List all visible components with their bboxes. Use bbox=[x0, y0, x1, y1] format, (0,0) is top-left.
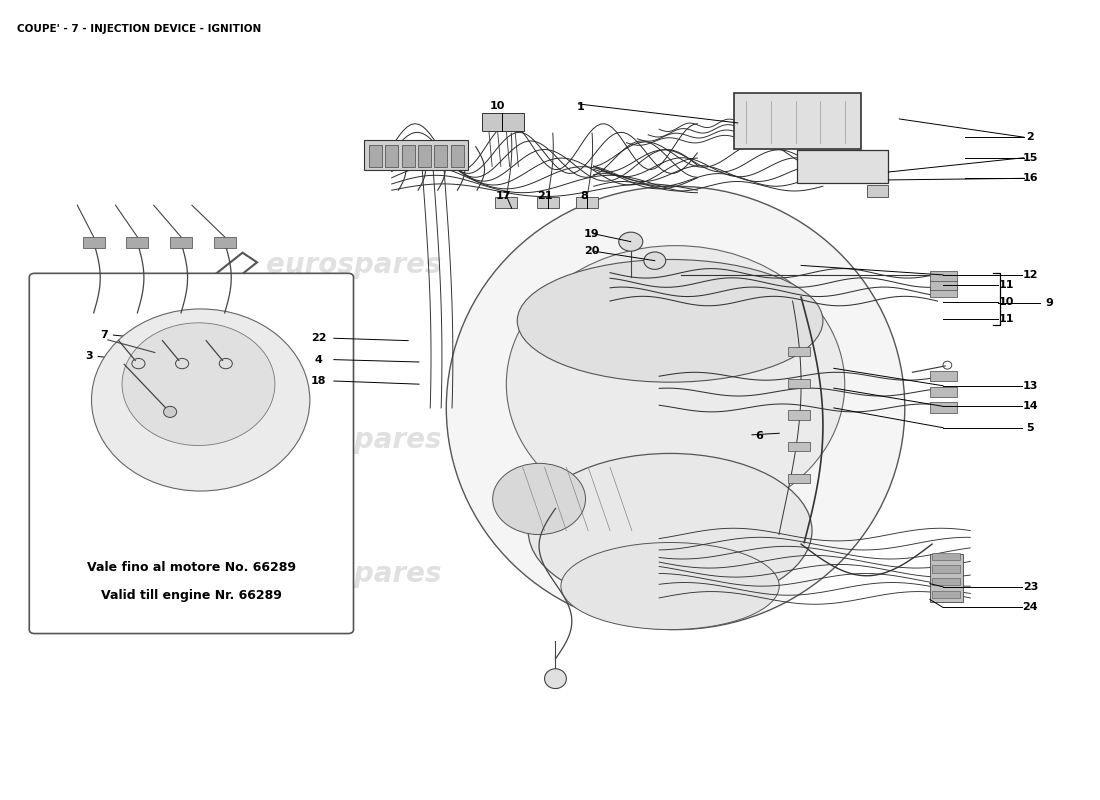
Text: 18: 18 bbox=[311, 376, 327, 386]
Text: 7: 7 bbox=[101, 330, 109, 340]
FancyBboxPatch shape bbox=[796, 150, 889, 183]
Ellipse shape bbox=[122, 323, 275, 446]
Bar bbox=[788, 378, 810, 388]
Text: COUPE' - 7 - INJECTION DEVICE - IGNITION: COUPE' - 7 - INJECTION DEVICE - IGNITION bbox=[18, 24, 262, 34]
Bar bbox=[364, 140, 469, 170]
Text: 24: 24 bbox=[1023, 602, 1038, 613]
Bar bbox=[930, 554, 962, 602]
Bar bbox=[576, 197, 598, 209]
Bar bbox=[788, 410, 810, 420]
Text: 1: 1 bbox=[576, 102, 584, 112]
Bar bbox=[495, 197, 517, 209]
Bar bbox=[451, 145, 464, 167]
Ellipse shape bbox=[544, 669, 566, 689]
Bar bbox=[788, 347, 810, 357]
Bar bbox=[930, 271, 957, 282]
Text: 14: 14 bbox=[1023, 402, 1038, 411]
Text: eurospares: eurospares bbox=[266, 426, 441, 454]
Text: 8: 8 bbox=[580, 190, 587, 201]
Text: 20: 20 bbox=[584, 246, 600, 256]
Bar bbox=[368, 145, 382, 167]
Text: 3: 3 bbox=[86, 351, 94, 362]
Bar bbox=[932, 553, 960, 560]
Text: Valid till engine Nr. 66289: Valid till engine Nr. 66289 bbox=[101, 589, 282, 602]
Ellipse shape bbox=[517, 259, 823, 382]
Text: eurospares: eurospares bbox=[266, 251, 441, 279]
Text: 22: 22 bbox=[311, 334, 327, 343]
Ellipse shape bbox=[561, 542, 779, 630]
Bar bbox=[788, 474, 810, 483]
Bar bbox=[126, 237, 148, 248]
Text: Vale fino al motore No. 66289: Vale fino al motore No. 66289 bbox=[87, 561, 296, 574]
Bar bbox=[537, 197, 559, 209]
Text: 9: 9 bbox=[1045, 298, 1053, 308]
Ellipse shape bbox=[528, 454, 812, 608]
Text: eurospares: eurospares bbox=[143, 383, 248, 401]
FancyBboxPatch shape bbox=[735, 93, 861, 149]
Ellipse shape bbox=[619, 232, 642, 251]
Text: 4: 4 bbox=[315, 354, 322, 365]
Bar bbox=[930, 370, 957, 381]
Bar bbox=[82, 237, 104, 248]
FancyArrow shape bbox=[189, 253, 257, 305]
Text: 15: 15 bbox=[1023, 153, 1038, 162]
Text: eurospares: eurospares bbox=[550, 426, 725, 454]
Ellipse shape bbox=[506, 246, 845, 522]
Bar bbox=[482, 114, 524, 131]
Bar bbox=[213, 237, 235, 248]
Text: eurospares: eurospares bbox=[266, 560, 441, 588]
FancyBboxPatch shape bbox=[30, 274, 353, 634]
Bar bbox=[434, 145, 448, 167]
Text: 11: 11 bbox=[999, 314, 1014, 324]
Text: eurospares: eurospares bbox=[550, 251, 725, 279]
Ellipse shape bbox=[91, 309, 310, 491]
Text: eurospares: eurospares bbox=[550, 560, 725, 588]
Bar bbox=[385, 145, 398, 167]
Bar bbox=[932, 566, 960, 573]
Ellipse shape bbox=[164, 406, 177, 418]
Bar bbox=[930, 286, 957, 297]
Text: 13: 13 bbox=[1023, 381, 1038, 390]
Text: 10: 10 bbox=[490, 101, 505, 110]
Bar bbox=[932, 590, 960, 598]
Text: 21: 21 bbox=[537, 190, 552, 201]
Text: 17: 17 bbox=[495, 190, 510, 201]
Text: 19: 19 bbox=[584, 229, 600, 238]
Bar bbox=[418, 145, 431, 167]
Ellipse shape bbox=[493, 463, 585, 534]
Ellipse shape bbox=[447, 186, 905, 630]
Bar bbox=[930, 402, 957, 413]
Bar bbox=[788, 442, 810, 451]
Bar bbox=[402, 145, 415, 167]
Text: 10: 10 bbox=[999, 297, 1014, 307]
Bar bbox=[930, 386, 957, 397]
Bar bbox=[170, 237, 191, 248]
Ellipse shape bbox=[644, 252, 666, 270]
Bar bbox=[867, 185, 889, 198]
Bar bbox=[930, 280, 957, 290]
Text: 5: 5 bbox=[1026, 422, 1034, 433]
Text: 2: 2 bbox=[1026, 132, 1034, 142]
Bar bbox=[932, 578, 960, 586]
Text: 6: 6 bbox=[756, 430, 763, 441]
Text: 11: 11 bbox=[999, 280, 1014, 290]
Text: 12: 12 bbox=[1023, 270, 1038, 280]
Text: 16: 16 bbox=[1023, 174, 1038, 183]
Text: 23: 23 bbox=[1023, 582, 1038, 592]
